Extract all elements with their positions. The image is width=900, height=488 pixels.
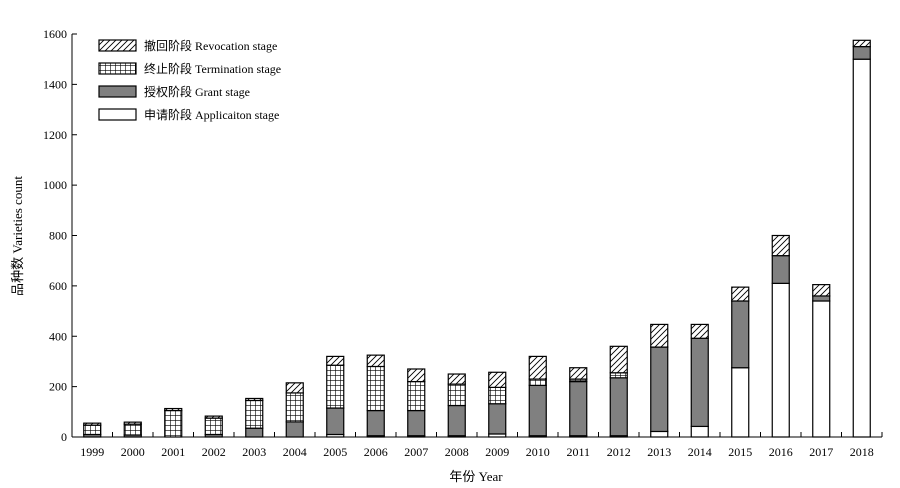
bar-segment-2006-s2: [366, 365, 385, 412]
bar-segment-2014-s0: [690, 425, 709, 438]
bar-segment-2005-s3: [326, 355, 345, 366]
x-tick-label: 2013: [647, 445, 671, 459]
legend: 撤回阶段 Revocation stage 终止阶段 Termination st…: [98, 38, 281, 122]
x-tick-label: 2015: [728, 445, 752, 459]
x-tick-label: 2007: [404, 445, 428, 459]
bar-segment-2013-s1: [650, 346, 669, 433]
bar-segment-2018-s1: [852, 45, 871, 60]
bar-segment-2007-s2: [407, 380, 426, 412]
bar-segment-2003-s1: [245, 427, 264, 438]
x-tick-label: 2016: [769, 445, 793, 459]
bar-segment-2009-s1: [488, 403, 507, 435]
bar-segment-2000-s3: [123, 421, 142, 425]
legend-swatch: [98, 108, 137, 121]
y-tick-label: 1000: [43, 178, 67, 192]
y-axis: 0 200 400 600 800 1000 1200 1400 1600: [43, 27, 77, 444]
bar-segment-2018-s0: [852, 58, 871, 438]
bar-segment-2012-s1: [609, 377, 628, 437]
y-tick-label: 800: [49, 229, 67, 243]
bar-segment-2016-s0: [771, 282, 790, 438]
bar-segment-2015-s1: [731, 300, 750, 369]
x-tick-label: 2008: [445, 445, 469, 459]
legend-label: 撤回阶段 Revocation stage: [144, 38, 277, 53]
bar-segment-2015-s3: [731, 286, 750, 302]
x-tick-label: 2012: [607, 445, 631, 459]
x-tick-label: 2018: [850, 445, 874, 459]
x-tick-label: 2003: [242, 445, 266, 459]
bar-segment-2008-s1: [447, 404, 466, 437]
bar-segment-2003-s2: [245, 399, 264, 429]
bar-segment-2011-s3: [569, 367, 588, 380]
bar-segment-2005-s2: [326, 364, 345, 409]
bar-segment-2016-s3: [771, 234, 790, 257]
y-tick-label: 1200: [43, 128, 67, 142]
bar-segment-2000-s2: [123, 423, 142, 436]
bar-segment-2007-s1: [407, 409, 426, 437]
x-tick-label: 2005: [323, 445, 347, 459]
bar-segment-2010-s3: [528, 355, 547, 380]
bar-segment-2017-s0: [812, 300, 831, 438]
y-tick-label: 1400: [43, 77, 67, 91]
bar-segment-2013-s3: [650, 323, 669, 348]
bar-segment-2007-s3: [407, 368, 426, 383]
bar-segment-2001-s2: [164, 409, 183, 438]
legend-label: 授权阶段 Grant stage: [144, 84, 250, 99]
bar-segment-2014-s1: [690, 337, 709, 428]
bar-segment-2004-s1: [285, 421, 304, 438]
y-tick-label: 0: [61, 430, 67, 444]
x-tick-label: 2002: [202, 445, 226, 459]
legend-swatch: [98, 85, 137, 98]
x-tick-label: 2014: [688, 445, 712, 459]
legend-swatch: [98, 39, 137, 52]
bar-segment-2004-s2: [285, 392, 304, 423]
bar-segment-1999-s2: [83, 424, 102, 436]
x-axis-title: 年份 Year: [449, 469, 503, 484]
bar-segment-2016-s1: [771, 255, 790, 284]
x-tick-label: 2006: [364, 445, 388, 459]
bar-segment-2009-s3: [488, 371, 507, 388]
x-tick-label: 2001: [161, 445, 185, 459]
x-axis: 1999 2000 2001 2002 2003 2004 2005 2006 2007 2008…: [71, 432, 883, 459]
bar-segment-2017-s1: [812, 295, 831, 302]
legend-label: 申请阶段 Applicaiton stage: [144, 107, 279, 122]
bar-segment-2018-s3: [852, 39, 871, 48]
legend-label: 终止阶段 Termination stage: [144, 61, 281, 76]
bars-group: [83, 39, 871, 438]
x-tick-label: 2017: [809, 445, 833, 459]
legend-swatch: [98, 62, 137, 75]
bar-segment-2001-s3: [164, 407, 183, 412]
x-tick-label: 2004: [283, 445, 307, 459]
bar-segment-2005-s1: [326, 407, 345, 436]
x-tick-label: 2011: [566, 445, 590, 459]
bar-segment-1999-s3: [83, 422, 102, 426]
bar-segment-2017-s3: [812, 284, 831, 297]
bar-segment-2012-s2: [609, 372, 628, 379]
bar-segment-2009-s2: [488, 386, 507, 405]
y-axis-title: 品种数 Varieties count: [10, 176, 25, 296]
bar-segment-2010-s1: [528, 384, 547, 437]
x-tick-label: 2009: [485, 445, 509, 459]
bar-segment-2003-s3: [245, 397, 264, 402]
bar-segment-2010-s2: [528, 378, 547, 386]
bar-segment-2004-s3: [285, 382, 304, 394]
bar-segment-2008-s2: [447, 383, 466, 407]
bar-segment-2015-s0: [731, 367, 750, 438]
y-tick-label: 200: [49, 380, 67, 394]
bar-segment-2002-s3: [204, 415, 223, 419]
x-tick-label: 1999: [80, 445, 104, 459]
bar-segment-2014-s3: [690, 323, 709, 339]
bar-segment-2002-s2: [204, 417, 223, 436]
bar-segment-2006-s3: [366, 354, 385, 368]
x-tick-label: 2010: [526, 445, 550, 459]
bar-segment-2008-s3: [447, 373, 466, 385]
bar-segment-2012-s3: [609, 345, 628, 374]
y-tick-label: 600: [49, 279, 67, 293]
bar-segment-2011-s1: [569, 380, 588, 437]
bar-segment-2013-s0: [650, 430, 669, 438]
bar-segment-2006-s1: [366, 409, 385, 437]
x-tick-label: 2000: [121, 445, 145, 459]
y-tick-label: 400: [49, 329, 67, 343]
y-tick-label: 1600: [43, 27, 67, 41]
